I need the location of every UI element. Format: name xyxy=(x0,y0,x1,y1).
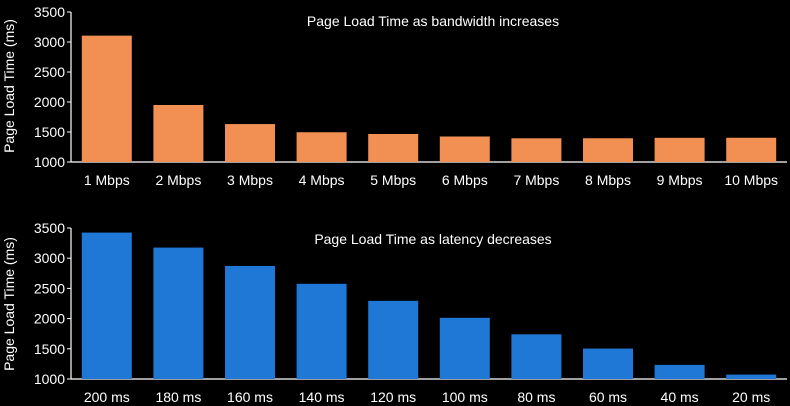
chart-title: Page Load Time as bandwidth increases xyxy=(307,13,559,29)
bar-100-ms xyxy=(439,317,490,379)
bar-8-mbps xyxy=(583,138,633,162)
bar-10-mbps xyxy=(726,137,777,162)
bar-40-ms xyxy=(654,364,705,379)
x-tick-label: 200 ms xyxy=(84,389,130,405)
x-tick-label: 140 ms xyxy=(299,389,345,405)
y-axis-label: Page Load Time (ms) xyxy=(1,19,17,153)
y-tick-label: 2500 xyxy=(34,64,65,80)
x-tick-label: 100 ms xyxy=(442,389,488,405)
x-tick-label: 7 Mbps xyxy=(513,172,559,188)
bandwidth-chart: Page Load Time as bandwidth increases Pa… xyxy=(1,4,787,188)
bar-120-ms xyxy=(368,300,419,379)
bar-200-ms xyxy=(81,232,132,379)
bar-80-ms xyxy=(511,334,562,379)
x-tick-label: 8 Mbps xyxy=(585,172,631,188)
y-tick-label: 1000 xyxy=(34,154,65,170)
bar-180-ms xyxy=(153,247,204,379)
x-tick-label: 120 ms xyxy=(370,389,416,405)
x-tick-label: 180 ms xyxy=(155,389,201,405)
bar-140-ms xyxy=(296,283,347,379)
x-tick-label: 20 ms xyxy=(732,389,770,405)
y-tick-label: 2500 xyxy=(34,280,65,296)
y-tick-label: 2000 xyxy=(34,311,65,327)
x-tick-label: 60 ms xyxy=(589,389,627,405)
x-tick-label: 2 Mbps xyxy=(155,172,201,188)
bar-1-mbps xyxy=(81,35,132,162)
x-tick-label: 3 Mbps xyxy=(227,172,273,188)
y-tick-label: 3000 xyxy=(34,250,65,266)
y-tick-label: 1500 xyxy=(34,124,65,140)
x-tick-label: 10 Mbps xyxy=(724,172,778,188)
chart-title: Page Load Time as latency decreases xyxy=(314,231,551,247)
y-axis-label: Page Load Time (ms) xyxy=(1,237,17,371)
bar-20-ms xyxy=(726,374,777,379)
x-tick-label: 1 Mbps xyxy=(84,172,130,188)
y-tick-label: 1500 xyxy=(34,341,65,357)
y-tick-label: 1000 xyxy=(34,371,65,387)
y-tick-label: 3500 xyxy=(34,4,65,20)
bar-4-mbps xyxy=(296,132,347,162)
x-tick-label: 40 ms xyxy=(661,389,699,405)
bar-7-mbps xyxy=(511,138,562,162)
x-tick-label: 4 Mbps xyxy=(299,172,345,188)
y-tick-label: 2000 xyxy=(34,94,65,110)
latency-chart: Page Load Time as latency decreases Page… xyxy=(1,220,787,405)
bar-6-mbps xyxy=(439,136,490,162)
x-tick-label: 6 Mbps xyxy=(442,172,488,188)
bar-3-mbps xyxy=(225,124,275,162)
bar-2-mbps xyxy=(153,105,204,162)
y-tick-label: 3500 xyxy=(34,220,65,236)
bar-60-ms xyxy=(583,348,633,379)
x-tick-label: 9 Mbps xyxy=(657,172,703,188)
x-tick-label: 160 ms xyxy=(227,389,273,405)
x-tick-label: 5 Mbps xyxy=(370,172,416,188)
x-tick-label: 80 ms xyxy=(517,389,555,405)
bar-160-ms xyxy=(225,265,275,379)
y-tick-label: 3000 xyxy=(34,34,65,50)
bar-9-mbps xyxy=(654,137,705,162)
bar-5-mbps xyxy=(368,133,419,162)
